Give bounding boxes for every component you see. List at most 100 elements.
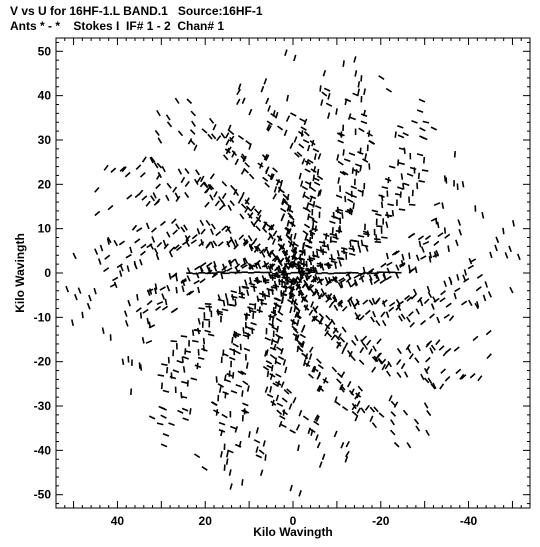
uv-point [264,454,267,461]
uv-point [180,391,183,399]
uv-point [300,126,307,131]
uv-point [298,342,304,348]
uv-point [340,281,344,288]
uv-point [322,69,327,77]
uv-point [332,276,337,283]
uv-point [226,227,232,234]
uv-point [382,272,387,280]
uv-point [301,185,309,191]
uv-point [142,308,149,314]
uv-point [288,278,296,283]
uv-point [400,362,406,370]
uv-point [283,129,288,137]
uv-point [148,415,156,420]
uv-point [259,248,266,254]
uv-point [221,200,226,207]
uv-point [210,401,218,406]
uv-point [294,263,302,268]
uv-point [345,450,350,458]
uv-point [177,409,184,414]
uv-point [342,149,345,156]
uv-point [433,202,441,207]
uv-point [183,224,188,231]
uv-point [304,244,312,249]
uv-point [463,277,470,283]
uv-point [159,220,166,227]
uv-point [228,259,232,267]
uv-point [255,225,261,232]
uv-point [370,316,375,323]
uv-point [155,198,161,205]
uv-point [299,117,306,123]
uv-point [277,243,284,250]
uv-point [230,389,238,394]
uv-point [246,385,250,392]
uv-point [310,186,317,193]
uv-point [241,409,248,414]
uv-point [423,367,429,375]
uv-point [316,262,324,266]
uv-point [375,320,381,327]
uv-point [439,297,446,303]
uv-point [218,196,223,203]
uv-point [201,466,208,471]
uv-point [411,120,418,124]
uv-point [240,203,247,210]
uv-point [398,162,405,166]
uv-point [229,483,233,490]
uv-point [346,209,354,213]
uv-point [242,380,249,386]
uv-point [316,441,321,449]
uv-point [194,178,199,186]
uv-point [321,453,326,461]
uv-point [308,373,314,379]
uv-point [94,210,101,217]
uv-point [325,280,332,287]
uv-point [156,300,164,306]
uv-point [458,229,463,236]
uv-point [345,441,350,448]
uv-point [388,306,395,313]
uv-point [287,212,294,219]
uv-point [113,239,118,247]
uv-point [424,235,431,241]
uv-point [307,215,315,220]
uv-point [172,369,180,374]
uv-point [181,380,188,384]
uv-point [258,306,261,313]
uv-point [302,242,305,250]
uv-point [343,158,351,162]
uv-point [300,326,305,333]
uv-point [217,241,224,247]
uv-point [436,316,441,324]
uv-point [126,265,130,272]
uv-point [316,358,322,364]
uv-point [346,349,352,357]
uv-point [279,244,286,251]
uv-point [305,272,310,280]
uv-point [309,346,314,353]
uv-point [354,335,359,342]
uv-point [341,305,348,312]
uv-point [294,306,301,312]
uv-point [250,220,256,228]
uv-point [351,410,358,417]
uv-point [200,228,206,235]
uv-point [385,252,389,260]
uv-point [462,274,467,282]
uv-point [388,394,393,402]
uv-point [139,364,143,371]
y-tick-label: -50 [34,488,52,502]
uv-point [189,139,196,146]
uv-point [232,372,235,379]
uv-point [369,406,376,413]
uv-point [362,158,369,163]
uv-point [283,194,290,201]
uv-point [302,139,310,144]
uv-point [453,292,457,300]
uv-point [248,303,256,306]
uv-point [272,193,277,200]
uv-point [225,139,230,146]
uv-point [283,276,290,279]
uv-point [165,114,171,121]
